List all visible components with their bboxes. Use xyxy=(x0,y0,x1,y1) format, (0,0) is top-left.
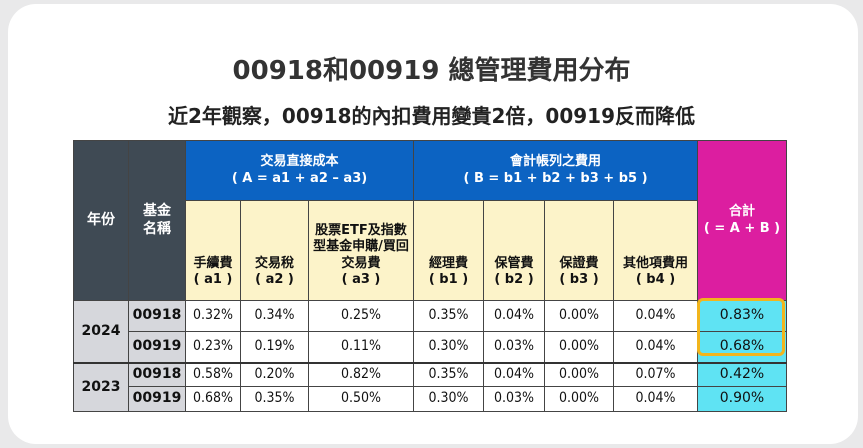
value-cell: 0.34% xyxy=(240,300,309,332)
year-cell: 2023 xyxy=(73,362,129,412)
header-group-b: 會計帳列之費用( B = b1 + b2 + b3 + b5 ) xyxy=(413,140,698,201)
table-row: 00919 0.23% 0.19% 0.11% 0.30% 0.03% 0.00% 0.04%… xyxy=(74,331,787,363)
header-col: 交易稅( a2 ) xyxy=(240,200,309,301)
value-cell: 0.00% xyxy=(544,386,614,412)
value-cell: 0.35% xyxy=(413,362,484,387)
fund-cell: 00919 xyxy=(128,331,186,363)
value-cell: 0.82% xyxy=(308,362,414,387)
value-cell: 0.00% xyxy=(544,331,614,363)
value-cell: 0.11% xyxy=(308,331,414,363)
total-cell: 0.90% xyxy=(697,386,787,412)
value-cell: 0.35% xyxy=(240,386,309,412)
value-cell: 0.30% xyxy=(413,331,484,363)
highlight-box xyxy=(697,298,785,356)
total-cell: 0.42% xyxy=(697,362,787,387)
slide-title: 00918和00919 總管理費用分布 xyxy=(232,56,631,86)
header-group-a: 交易直接成本( A = a1 + a2 – a3) xyxy=(185,140,414,201)
slide-subtitle: 近2年觀察，00918的內扣費用變貴2倍，00919反而降低 xyxy=(168,104,695,128)
table-row: 00919 0.68% 0.35% 0.50% 0.30% 0.03% 0.00% 0.04%… xyxy=(74,386,787,412)
header-col: 保證費( b3 ) xyxy=(544,200,614,301)
fund-cell: 00919 xyxy=(128,386,186,412)
header-total: 合計( = A + B ) xyxy=(697,140,787,301)
value-cell: 0.03% xyxy=(483,331,545,363)
value-cell: 0.25% xyxy=(308,300,414,332)
header-col: 股票ETF及指數型基金申購/買回交易費( a3 ) xyxy=(308,200,414,301)
header-col: 其他項費用( b4 ) xyxy=(613,200,698,301)
header-year: 年份 xyxy=(73,140,129,301)
table-row: 2023 00918 0.58% 0.20% 0.82% 0.35% 0.04% 0.00% 0… xyxy=(73,362,787,412)
table-row: 2024 00918 0.32% 0.34% 0.25% 0.35% 0.04% 0.00% 0… xyxy=(73,300,787,363)
value-cell: 0.20% xyxy=(240,362,309,387)
total-cell: 0.83% xyxy=(697,300,787,332)
value-cell: 0.30% xyxy=(413,386,484,412)
fee-table: 年份 基金名稱 交易直接成本( A = a1 + a2 – a3) 會計帳列之費… xyxy=(73,140,787,412)
value-cell: 0.00% xyxy=(544,300,614,332)
value-cell: 0.00% xyxy=(544,362,614,387)
value-cell: 0.68% xyxy=(185,386,241,412)
value-cell: 0.35% xyxy=(413,300,484,332)
header-fund: 基金名稱 xyxy=(128,140,186,301)
header-col: 經理費( b1 ) xyxy=(413,200,484,301)
value-cell: 0.19% xyxy=(240,331,309,363)
value-cell: 0.07% xyxy=(613,362,698,387)
fund-cell: 00918 xyxy=(128,300,186,332)
total-cell: 0.68% xyxy=(697,331,787,363)
value-cell: 0.04% xyxy=(613,300,698,332)
value-cell: 0.04% xyxy=(613,386,698,412)
year-cell: 2024 xyxy=(73,300,129,363)
value-cell: 0.04% xyxy=(483,300,545,332)
header-col: 手續費( a1 ) xyxy=(185,200,241,301)
value-cell: 0.04% xyxy=(613,331,698,363)
value-cell: 0.23% xyxy=(185,331,241,363)
header-col: 保管費( b2 ) xyxy=(483,200,545,301)
value-cell: 0.32% xyxy=(185,300,241,332)
value-cell: 0.03% xyxy=(483,386,545,412)
fund-cell: 00918 xyxy=(128,362,186,387)
value-cell: 0.50% xyxy=(308,386,414,412)
value-cell: 0.04% xyxy=(483,362,545,387)
value-cell: 0.58% xyxy=(185,362,241,387)
